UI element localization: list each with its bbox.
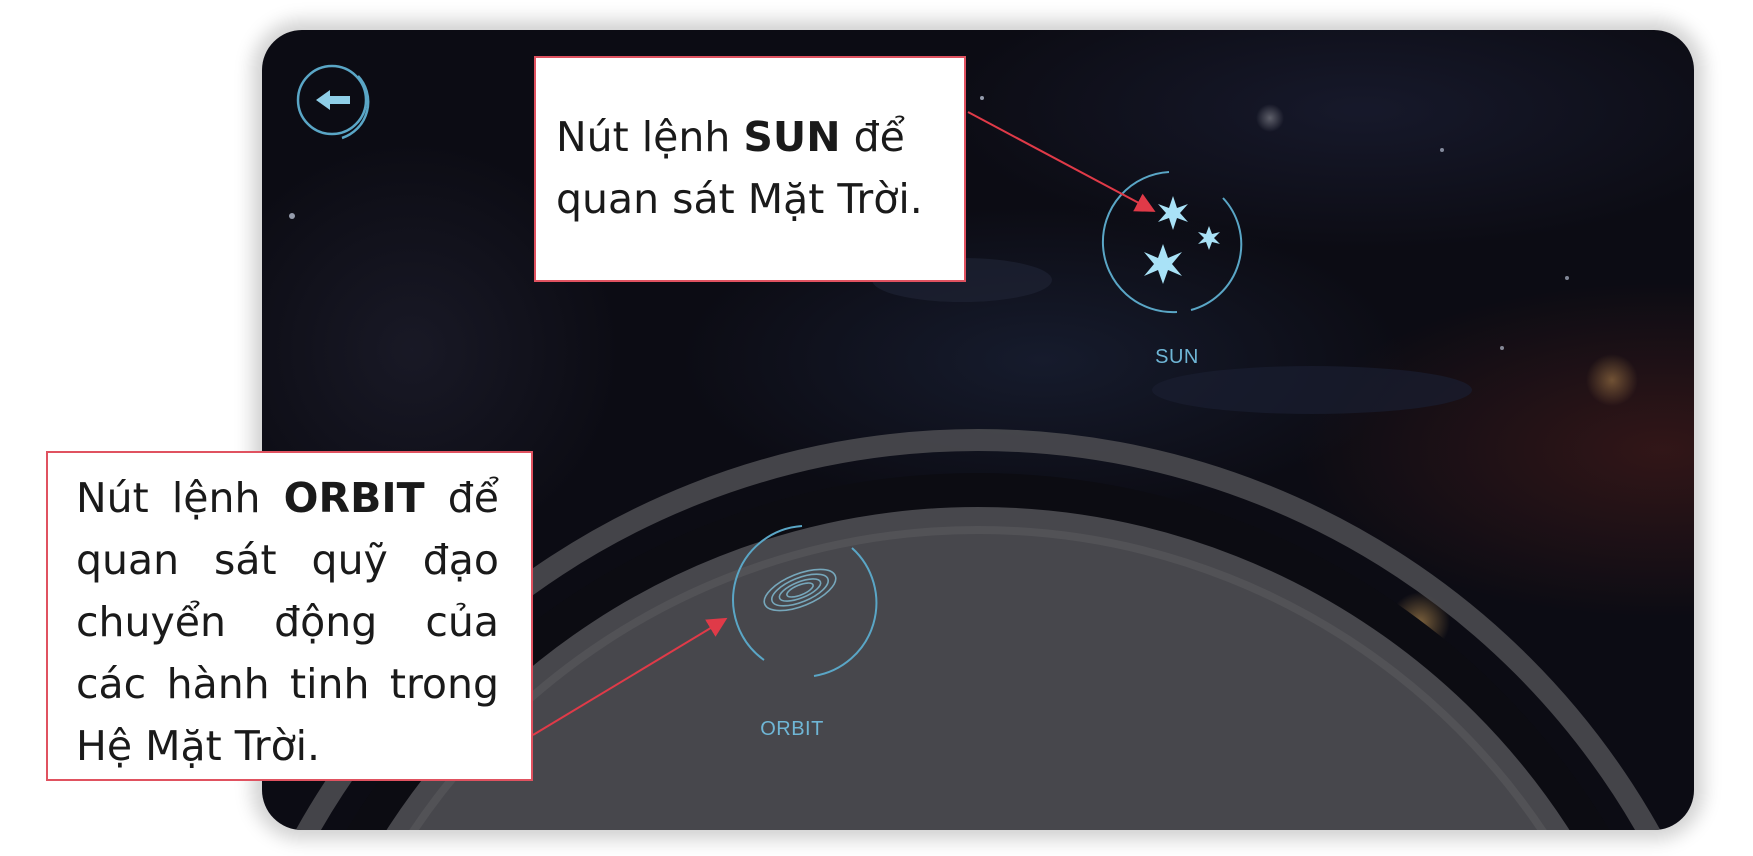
star-dot <box>1440 148 1444 152</box>
orbit-button-label: ORBIT <box>760 718 824 740</box>
planet-inner-arc <box>409 526 1547 830</box>
star-glow <box>1586 354 1638 406</box>
planet-outer-arc <box>295 429 1661 830</box>
star-dot <box>289 213 295 219</box>
star-cluster-icon <box>1101 171 1243 314</box>
orbit-callout: Nút lệnh ORBIT để quan sát quỹ đạo chuyể… <box>46 451 533 781</box>
star-dot <box>980 96 984 100</box>
space-backdrop <box>289 96 1661 830</box>
orbit-callout-prefix: Nút lệnh <box>76 474 284 522</box>
sun-callout: Nút lệnh SUN để quan sát Mặt Trời. <box>534 56 966 282</box>
orbit-button[interactable]: ORBIT <box>692 500 892 750</box>
back-arrow-icon <box>296 64 370 140</box>
planet-dark-ring <box>346 473 1610 830</box>
star-dot <box>1500 346 1504 350</box>
sun-callout-prefix: Nút lệnh <box>556 113 744 161</box>
sun-button[interactable]: SUN <box>1087 138 1267 374</box>
sun-button-label: SUN <box>1155 346 1199 368</box>
sun-callout-suffix: để quan sát Mặt Trời. <box>556 113 923 223</box>
orbit-callout-suffix: để quan sát quỹ đạo chuyển động của các … <box>76 474 499 770</box>
orbit-callout-keyword: ORBIT <box>283 474 425 522</box>
star-dot <box>1565 276 1569 280</box>
back-button[interactable] <box>292 58 378 144</box>
nebula-cloud <box>1152 366 1472 414</box>
sun-callout-keyword: SUN <box>743 113 841 161</box>
orbit-rings-icon <box>732 525 878 677</box>
star-glow <box>1256 104 1284 132</box>
